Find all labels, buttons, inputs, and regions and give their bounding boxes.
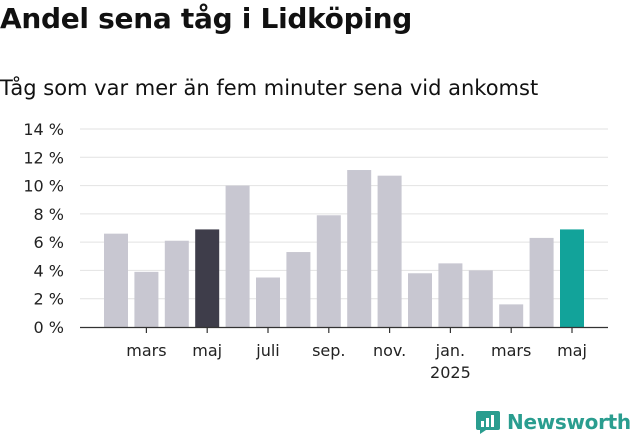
bar xyxy=(529,237,554,327)
bar xyxy=(225,185,250,327)
bar xyxy=(316,215,341,327)
bar xyxy=(134,271,159,327)
x-tick-label: maj xyxy=(557,341,587,360)
bar xyxy=(438,263,463,327)
bar xyxy=(104,233,128,327)
bar-chart: 0 % 2 % 4 % 6 % 8 % 10 % 12 % 14 % mars maj juli se… xyxy=(23,120,608,382)
bar xyxy=(347,170,372,327)
y-tick-label: 10 % xyxy=(23,177,64,196)
chart-title: Andel sena tåg i Lidköping xyxy=(0,2,413,35)
x-tick-sublabel: 2025 xyxy=(430,363,471,382)
newsworthy-logo-icon xyxy=(476,411,500,434)
y-tick-label: 8 % xyxy=(34,205,64,224)
brand-name: Newsworthy xyxy=(507,410,631,434)
newsworthy-brand: Newsworthy xyxy=(475,406,631,438)
chart-subtitle: Tåg som var mer än fem minuter sena vid … xyxy=(0,76,539,100)
bar xyxy=(560,229,584,327)
bar xyxy=(468,270,493,327)
y-tick-label: 0 % xyxy=(34,318,64,337)
y-tick-label: 6 % xyxy=(34,233,64,252)
x-tick-label: jan. xyxy=(435,341,465,360)
x-tick-label: mars xyxy=(126,341,166,360)
x-tick-label: juli xyxy=(255,341,279,360)
bar xyxy=(195,229,220,327)
x-tick-label: sep. xyxy=(312,341,345,360)
y-tick-label: 14 % xyxy=(23,120,64,139)
y-tick-label: 12 % xyxy=(23,148,64,167)
x-tick-label: maj xyxy=(192,341,222,360)
bar xyxy=(164,240,189,327)
bar xyxy=(408,273,432,327)
x-tick-label: nov. xyxy=(373,341,406,360)
bar xyxy=(286,252,311,327)
bar xyxy=(499,304,524,327)
x-tick-label: mars xyxy=(491,341,531,360)
bar xyxy=(256,277,280,327)
y-tick-label: 4 % xyxy=(34,261,64,280)
bar xyxy=(377,175,402,327)
y-tick-label: 2 % xyxy=(34,290,64,309)
